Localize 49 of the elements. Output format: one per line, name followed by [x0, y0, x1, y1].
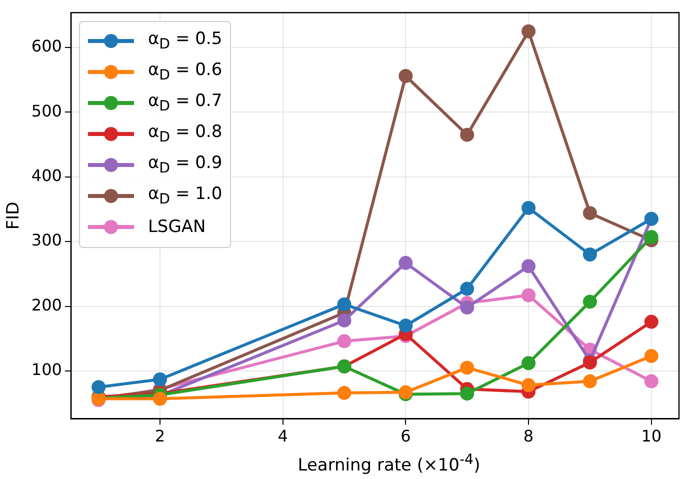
point — [398, 68, 413, 83]
x-tick-label: 2 — [154, 426, 166, 446]
x-tick-label: 4 — [278, 426, 288, 446]
y-tick-label: 300 — [31, 230, 62, 250]
point — [460, 128, 474, 142]
y-tick-label: 600 — [31, 36, 62, 56]
point — [398, 256, 413, 270]
point — [153, 392, 167, 406]
y-tick-label: 500 — [31, 101, 62, 120]
point — [460, 300, 474, 315]
legend-label: α$_{D}$ = 1.0 — [148, 184, 222, 208]
point — [337, 386, 352, 400]
point — [460, 360, 474, 375]
point — [337, 334, 352, 348]
point — [522, 200, 536, 215]
point — [644, 374, 658, 388]
y-tick-label: 400 — [31, 166, 62, 186]
point — [92, 380, 106, 394]
y-tick-label: 200 — [31, 295, 62, 314]
point — [582, 374, 597, 388]
legend-label: LSGAN — [148, 217, 206, 238]
legend-label: α$_{D}$ = 0.7 — [148, 91, 222, 115]
x-tick-label: 10 — [641, 426, 662, 446]
point — [582, 206, 597, 220]
point — [522, 259, 536, 274]
point — [582, 294, 597, 309]
point — [522, 378, 536, 392]
x-tick-label: 6 — [400, 426, 411, 446]
point — [644, 230, 658, 244]
point — [460, 282, 474, 296]
x-axis-title: Learning rate (×10$^{-4}$) — [296, 452, 482, 476]
point — [644, 314, 658, 329]
point — [337, 297, 352, 312]
legend-label: α$_{D}$ = 0.6 — [148, 60, 222, 84]
y-tick-label: 100 — [31, 360, 62, 380]
point — [398, 318, 413, 333]
legend-label: α$_{D}$ = 0.5 — [148, 29, 222, 53]
point — [582, 248, 597, 262]
point — [460, 386, 474, 401]
point — [522, 24, 536, 38]
point — [153, 372, 167, 386]
y-axis-title: FID — [4, 202, 24, 230]
point — [644, 349, 658, 364]
point — [522, 356, 536, 370]
x-tick-label: 8 — [523, 426, 534, 446]
point — [522, 288, 536, 302]
legend-label: α$_{D}$ = 0.8 — [148, 122, 222, 146]
legend-label: α$_{D}$ = 0.9 — [148, 153, 222, 177]
point — [337, 313, 352, 328]
